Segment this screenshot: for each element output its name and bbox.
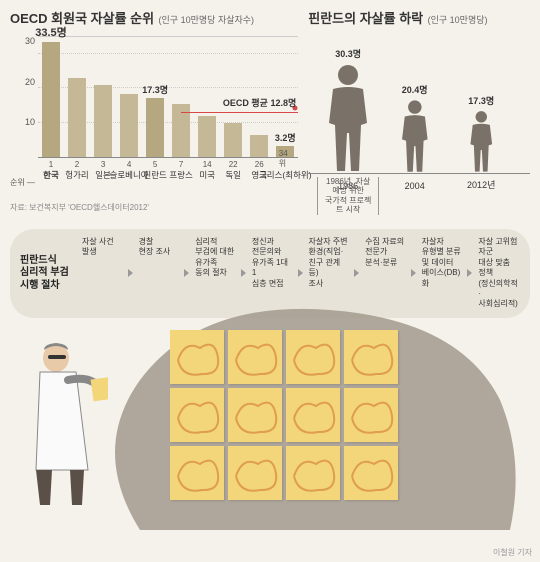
oecd-chart: OECD 회원국 자살률 순위 (인구 10만명당 자살자수) 302010 3… [10,8,298,217]
sticky-note [344,330,398,384]
sticky-note [344,446,398,500]
y-axis: 302010 [10,36,35,158]
bar [146,98,164,157]
sticky-note [170,446,224,500]
sticky-note [170,330,224,384]
rank-prefix: 순위 — [10,177,35,188]
chart-title-right: 핀란드의 자살률 하락 (인구 10만명당) [308,8,530,28]
illustration: 이철원 기자 [0,260,540,562]
bar [224,123,242,157]
bar [198,116,216,157]
sticky-note [286,388,340,442]
sticky-notes [170,330,398,500]
sticky-note [344,388,398,442]
note-text: 1986년, 자살 예방 위한국가적 프로젝트 시작 [317,177,379,215]
source-text: 자료: 보건복지부 'OECD헬스데이터2012' [10,202,298,213]
sticky-note [228,388,282,442]
plot-area: 33.5명1한국2헝가리3일본4슬로베니아17.3명5핀란드7프랑스14미국22… [38,36,298,158]
person-icon [467,110,496,173]
bar [68,78,86,157]
bar [250,135,268,157]
sticky-note [286,330,340,384]
scientist-figure [18,340,108,510]
people-area: 30.3명198620.4명200417.3명2012년1986년, 자살 예방… [308,36,530,191]
sticky-note [228,330,282,384]
sticky-note [286,446,340,500]
person-icon [323,63,373,173]
sticky-note [228,446,282,500]
bar [42,42,60,157]
credit: 이철원 기자 [493,547,532,558]
bar [120,94,138,157]
finland-chart: 핀란드의 자살률 하락 (인구 10만명당) 30.3명198620.4명200… [308,8,530,217]
person-icon [398,99,432,173]
bar [94,85,112,157]
sticky-note [170,388,224,442]
